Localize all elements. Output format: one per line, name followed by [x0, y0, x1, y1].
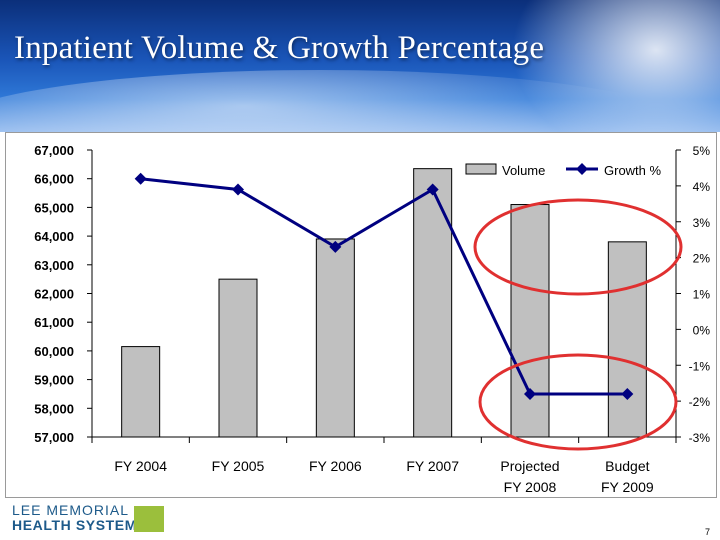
y-right-tick-label: -3% [689, 431, 711, 445]
growth-line [140, 177, 628, 396]
y-right-tick-label: 1% [693, 288, 711, 302]
bar [315, 238, 355, 438]
y-left-tick-label: 67,000 [34, 143, 74, 158]
x-tick-label: Projected [500, 458, 559, 474]
growth-point [426, 183, 439, 196]
bar [510, 204, 550, 438]
y-left-tick-label: 62,000 [34, 287, 74, 302]
organization-logo: LEE MEMORIAL HEALTH SYSTEM [8, 500, 164, 534]
x-tick-label: FY 2005 [212, 458, 265, 474]
x-tick-label: FY 2008 [504, 479, 557, 495]
logo-line-1: LEE MEMORIAL [12, 502, 130, 518]
bar [413, 168, 453, 438]
y-right-tick-label: 0% [693, 323, 711, 337]
highlight-circle-volume [473, 198, 683, 296]
y-right-tick-label: 5% [693, 144, 711, 158]
legend-growth-label: Growth % [604, 163, 662, 178]
logo-line-2: HEALTH SYSTEM [12, 517, 137, 533]
growth-point [134, 172, 147, 185]
legend-volume-label: Volume [502, 163, 545, 178]
x-tick-label: FY 2007 [406, 458, 459, 474]
legend-box [454, 157, 674, 185]
y-left-tick-label: 58,000 [34, 401, 74, 416]
legend-volume-swatch [465, 163, 497, 175]
y-left-tick-label: 61,000 [34, 315, 74, 330]
y-left-tick-label: 63,000 [34, 258, 74, 273]
y-left-tick-label: 57,000 [34, 430, 74, 445]
growth-point [524, 387, 536, 400]
y-right-tick-label: 4% [693, 180, 711, 194]
legend-growth-marker [576, 163, 588, 175]
growth-point [232, 183, 244, 196]
header-shine [500, 0, 720, 132]
x-tick-label: FY 2006 [309, 458, 362, 474]
x-tick-label: FY 2004 [114, 458, 167, 474]
y-right-tick-label: 2% [693, 252, 711, 266]
x-tick-label: Budget [605, 458, 649, 474]
slide-header [0, 0, 720, 132]
y-right-tick-label: 3% [693, 216, 711, 230]
y-left-tick-label: 65,000 [34, 200, 74, 215]
y-left-tick-label: 64,000 [34, 229, 74, 244]
y-right-tick-label: -1% [689, 359, 711, 373]
bar [607, 241, 647, 438]
growth-point [621, 387, 634, 400]
page-number: 7 [704, 527, 710, 537]
y-left-tick-label: 66,000 [34, 172, 74, 187]
y-left-tick-label: 60,000 [34, 344, 74, 359]
bar [218, 278, 258, 438]
y-left-tick-label: 59,000 [34, 373, 74, 388]
slide-title: Inpatient Volume & Growth Percentage [14, 30, 545, 66]
y-right-tick-label: -2% [689, 395, 711, 409]
x-tick-label: FY 2009 [601, 479, 654, 495]
bar [121, 346, 161, 438]
highlight-circle-growth [478, 353, 678, 451]
logo-accent-bar [134, 506, 164, 532]
growth-point [329, 240, 342, 253]
